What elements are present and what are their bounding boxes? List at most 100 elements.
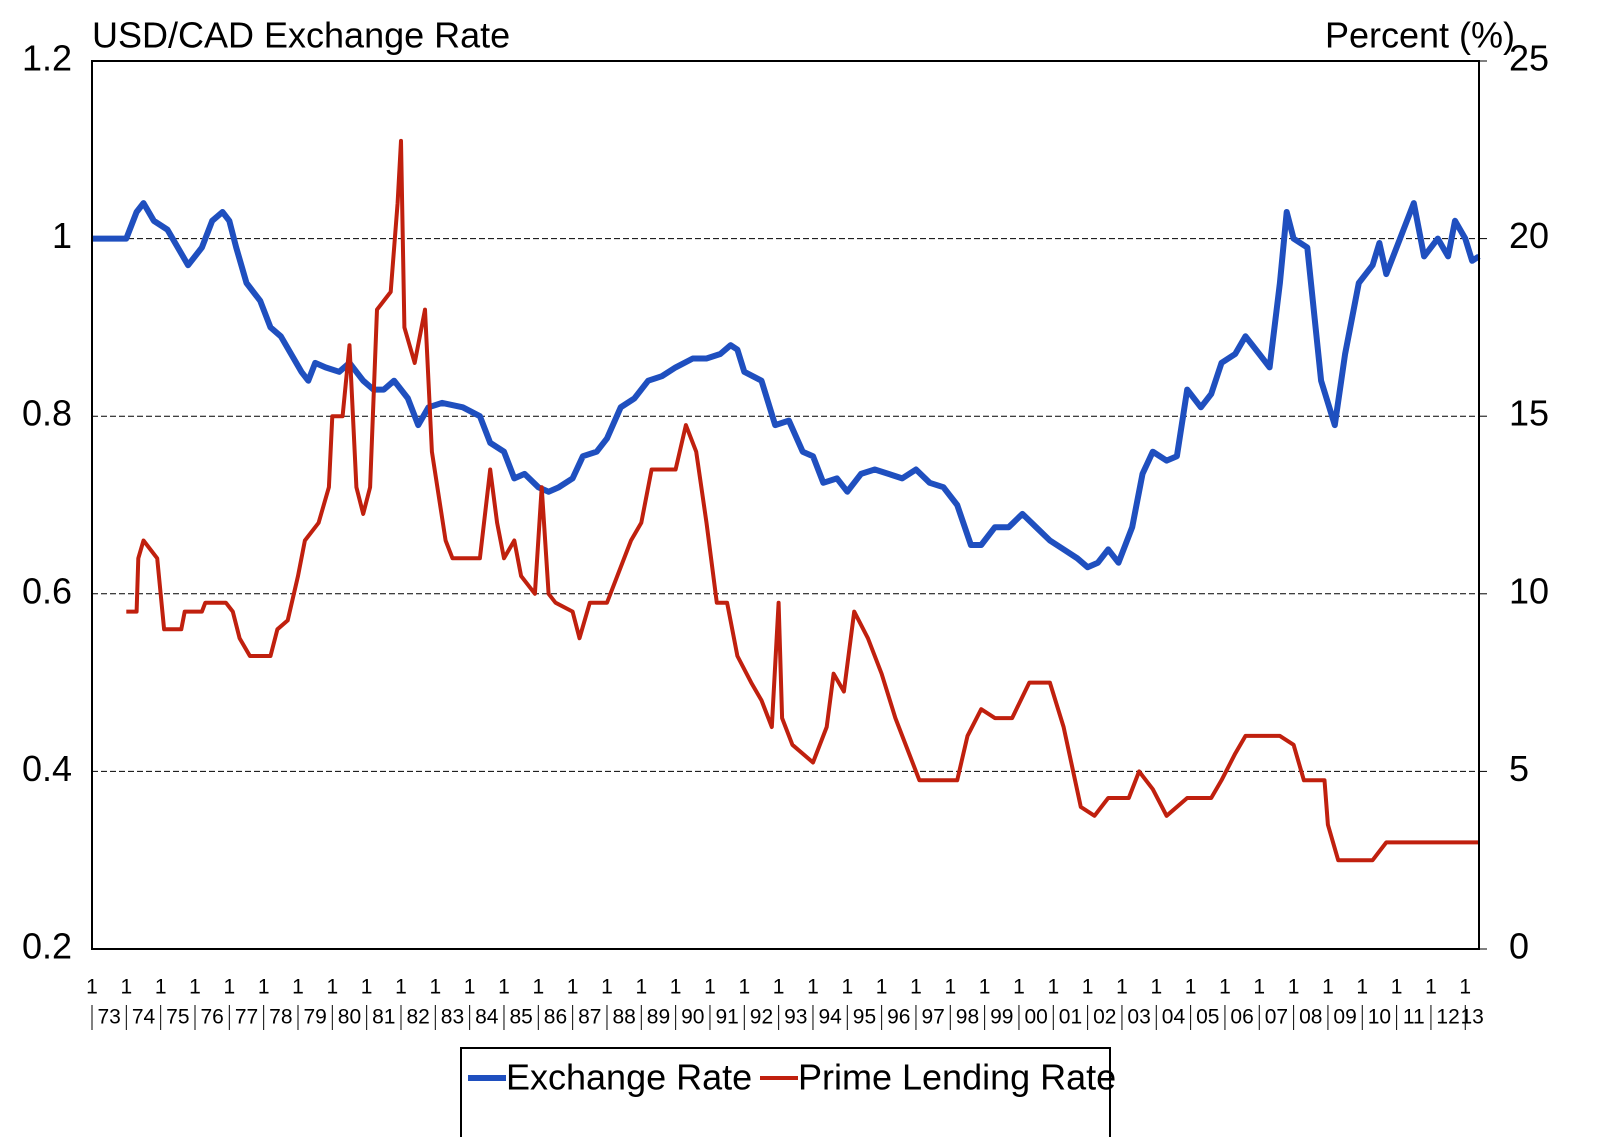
x-tick-label: 1	[1356, 976, 1368, 999]
y-axis-title: USD/CAD Exchange Rate	[92, 15, 510, 56]
year-label: 87	[578, 1006, 601, 1029]
x-tick-label: 1	[773, 976, 785, 999]
y-tick-label: 0.2	[22, 926, 72, 967]
year-label: 99	[990, 1006, 1013, 1029]
y-tick-label: 0.6	[22, 570, 72, 611]
y-tick-label: 0.8	[22, 393, 72, 434]
x-tick-label: 1	[807, 976, 819, 999]
legend-box	[460, 1047, 1111, 1139]
year-label: 88	[612, 1006, 635, 1029]
year-label: 94	[818, 1006, 842, 1029]
year-label: 97	[921, 1006, 944, 1029]
x-tick-label: 1	[1253, 976, 1265, 999]
year-label: 85	[509, 1006, 532, 1029]
x-tick-label: 1	[395, 976, 407, 999]
x-tick-label: 1	[258, 976, 270, 999]
year-label: 84	[475, 1006, 499, 1029]
x-tick-label: 1	[464, 976, 476, 999]
x-tick-label: 1	[189, 976, 201, 999]
x-tick-label: 1	[1082, 976, 1094, 999]
year-label: 03	[1127, 1006, 1150, 1029]
x-tick-label: 1	[738, 976, 750, 999]
year-label: 78	[269, 1006, 292, 1029]
year-label: 93	[784, 1006, 807, 1029]
year-label: 81	[372, 1006, 395, 1029]
x-tick-label: 1	[86, 976, 98, 999]
year-label: 82	[406, 1006, 429, 1029]
y2-axis-title: Percent (%)	[1325, 15, 1515, 56]
x-tick-label: 1	[120, 976, 132, 999]
year-label: 74	[132, 1006, 156, 1029]
x-tick-label: 1	[155, 976, 167, 999]
x-tick-label: 1	[979, 976, 991, 999]
y2-tick-label: 25	[1509, 38, 1549, 79]
x-tick-label: 1	[841, 976, 853, 999]
plot-frame	[91, 60, 1480, 950]
year-label: 00	[1024, 1006, 1047, 1029]
year-label: 79	[303, 1006, 326, 1029]
year-label: 73	[97, 1006, 120, 1029]
x-tick-label: 1	[1013, 976, 1025, 999]
year-label: 02	[1093, 1006, 1116, 1029]
x-tick-label: 1	[1116, 976, 1128, 999]
year-label: 76	[200, 1006, 223, 1029]
x-tick-label: 1	[1322, 976, 1334, 999]
x-tick-label: 1	[223, 976, 235, 999]
x-tick-label: 1	[532, 976, 544, 999]
year-label: 91	[715, 1006, 738, 1029]
x-tick-label: 1	[670, 976, 682, 999]
x-tick-label: 1	[635, 976, 647, 999]
x-tick-label: 1	[601, 976, 613, 999]
x-tick-label: 1	[429, 976, 441, 999]
x-tick-label: 1	[1047, 976, 1059, 999]
x-tick-label: 1	[498, 976, 510, 999]
y2-tick-label: 0	[1509, 926, 1529, 967]
x-tick-label: 1	[1219, 976, 1231, 999]
y-tick-label: 1.2	[22, 38, 72, 79]
x-tick-label: 1	[704, 976, 716, 999]
x-tick-label: 1	[876, 976, 888, 999]
x-tick-label: 1	[1391, 976, 1403, 999]
y2-tick-label: 15	[1509, 393, 1549, 434]
year-label: 80	[338, 1006, 361, 1029]
x-tick-label: 1	[1459, 976, 1471, 999]
year-label: 06	[1230, 1006, 1253, 1029]
year-label: 10	[1368, 1006, 1391, 1029]
year-label: 01	[1059, 1006, 1082, 1029]
year-label: 13	[1460, 1006, 1483, 1029]
year-label: 04	[1162, 1006, 1186, 1029]
x-tick-label: 1	[567, 976, 579, 999]
x-tick-label: 1	[1150, 976, 1162, 999]
year-label: 77	[235, 1006, 258, 1029]
y2-tick-label: 10	[1509, 570, 1549, 611]
x-tick-label: 1	[944, 976, 956, 999]
x-tick-label: 1	[1425, 976, 1437, 999]
series-line	[92, 200, 1481, 571]
y-tick-label: 1	[52, 215, 72, 256]
year-label: 09	[1333, 1006, 1356, 1029]
year-label: 96	[887, 1006, 910, 1029]
x-tick-label: 1	[910, 976, 922, 999]
legend-label: Exchange Rate	[506, 1057, 752, 1098]
y2-tick-label: 5	[1509, 748, 1529, 789]
x-tick-label: 1	[1185, 976, 1197, 999]
x-tick-label: 1	[1288, 976, 1300, 999]
legend-label: Prime Lending Rate	[798, 1057, 1116, 1098]
year-label: 07	[1265, 1006, 1288, 1029]
year-label: 90	[681, 1006, 704, 1029]
year-label: 98	[956, 1006, 979, 1029]
series-line	[126, 138, 1479, 863]
year-label: 89	[647, 1006, 670, 1029]
y-tick-label: 0.4	[22, 748, 72, 789]
year-label: 83	[441, 1006, 464, 1029]
year-label: 75	[166, 1006, 189, 1029]
y2-tick-label: 20	[1509, 215, 1549, 256]
year-label: 92	[750, 1006, 773, 1029]
year-label: 12	[1436, 1006, 1459, 1029]
year-label: 11	[1403, 1006, 1425, 1029]
year-label: 86	[544, 1006, 567, 1029]
x-tick-label: 1	[361, 976, 373, 999]
x-tick-label: 1	[292, 976, 304, 999]
year-label: 08	[1299, 1006, 1322, 1029]
